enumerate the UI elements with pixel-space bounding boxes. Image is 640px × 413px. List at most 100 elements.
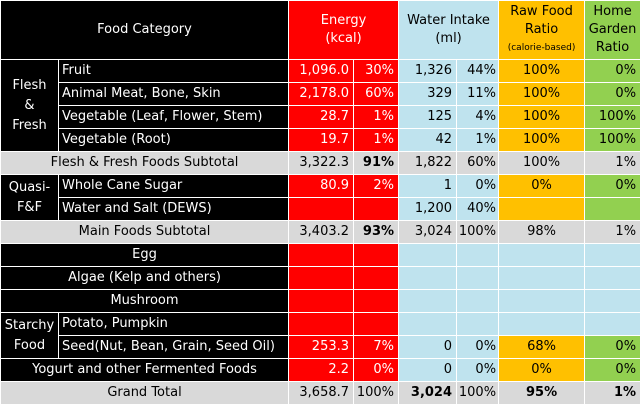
header-home-line1: Home (593, 4, 632, 19)
raw-food-ratio: 100% (498, 105, 586, 129)
subtotal-row: Flesh & Fresh Foods Subtotal 3,322.3 91%… (0, 151, 640, 175)
energy-value (288, 289, 355, 313)
water-value: 42 (398, 128, 458, 152)
raw-food-ratio: 100% (498, 82, 586, 106)
water-value: 1 (398, 174, 458, 198)
table-row: Water and Salt (DEWS) 1,200 40% (1, 197, 640, 221)
home-garden-ratio (584, 197, 640, 221)
energy-value: 19.7 (288, 128, 355, 152)
energy-value (288, 197, 355, 221)
header-raw-line3: (calorie-based) (507, 43, 576, 53)
home-garden-ratio: 0% (584, 358, 640, 382)
water-value (398, 289, 458, 313)
raw-food-ratio: 98% (498, 220, 586, 244)
food-name: Fruit (57, 59, 290, 83)
group-starchy-food: Starchy Food (0, 312, 59, 359)
water-percent: 11% (456, 82, 500, 106)
water-percent: 100% (456, 220, 500, 244)
water-value: 3,024 (398, 381, 458, 405)
raw-food-ratio: 0% (498, 358, 586, 382)
header-raw-line2: Ratio (524, 22, 559, 37)
water-value: 0 (398, 335, 458, 359)
raw-food-ratio: 68% (498, 335, 586, 359)
energy-value: 3,403.2 (288, 220, 355, 244)
energy-value: 253.3 (288, 335, 355, 359)
home-garden-ratio: 0% (584, 82, 640, 106)
food-name: Vegetable (Root) (57, 128, 290, 152)
home-garden-ratio (584, 266, 640, 290)
water-percent: 60% (456, 151, 500, 175)
table-row: Starchy Food Potato, Pumpkin (0, 312, 640, 359)
table-row: Animal Meat, Bone, Skin 2,178.0 60% 329 … (1, 82, 640, 106)
water-value: 1,326 (398, 59, 458, 83)
water-value: 1,200 (398, 197, 458, 221)
header-water: Water Intake (ml) (398, 0, 500, 60)
raw-food-ratio (498, 289, 586, 313)
water-percent: 4% (456, 105, 500, 129)
energy-percent (353, 312, 400, 336)
home-garden-ratio: 0% (584, 174, 640, 198)
header-water-title: Water Intake (407, 13, 490, 28)
energy-percent: 100% (353, 381, 400, 405)
header-home-garden-ratio: Home Garden Ratio (584, 0, 640, 60)
food-name: Water and Salt (DEWS) (57, 197, 290, 221)
group-flesh-fresh: Flesh & Fresh (0, 59, 59, 152)
home-garden-ratio: 1% (584, 151, 640, 175)
table-row: Flesh & Fresh Fruit 1,096.0 30% 1,326 44… (0, 59, 640, 152)
water-value: 125 (398, 105, 458, 129)
raw-food-ratio: 100% (498, 59, 586, 83)
header-home-line2: Garden (588, 22, 637, 37)
water-value: 3,024 (398, 220, 458, 244)
raw-food-ratio: 95% (498, 381, 586, 405)
group-label: Starchy (4, 317, 55, 333)
energy-percent: 1% (353, 128, 400, 152)
energy-value (288, 312, 355, 336)
table-row: Egg (0, 243, 640, 267)
food-name: Algae (Kelp and others) (0, 266, 290, 290)
group-label: Quasi- (8, 179, 51, 195)
energy-value: 3,322.3 (288, 151, 355, 175)
water-value (398, 243, 458, 267)
raw-food-ratio: 0% (498, 174, 586, 198)
header-raw-line1: Raw Food (510, 4, 573, 19)
table-row: Vegetable (Root) 19.7 1% 42 1% 100% 100% (1, 128, 640, 152)
water-percent: 1% (456, 128, 500, 152)
energy-percent: 2% (353, 174, 400, 198)
energy-value: 3,658.7 (288, 381, 355, 405)
group-label: Fresh (12, 117, 47, 133)
energy-percent: 30% (353, 59, 400, 83)
food-name: Whole Cane Sugar (57, 174, 290, 198)
food-name: Yogurt and other Fermented Foods (0, 358, 290, 382)
home-garden-ratio: 1% (584, 220, 640, 244)
subtotal-row: Main Foods Subtotal 3,403.2 93% 3,024 10… (0, 220, 640, 244)
water-value (398, 266, 458, 290)
group-label: & (24, 97, 35, 113)
raw-food-ratio: 100% (498, 128, 586, 152)
food-name: Vegetable (Leaf, Flower, Stem) (57, 105, 290, 129)
home-garden-ratio: 100% (584, 105, 640, 129)
energy-percent (353, 197, 400, 221)
food-name: Mushroom (0, 289, 290, 313)
energy-percent (353, 289, 400, 313)
water-percent: 0% (456, 358, 500, 382)
table-row: Seed(Nut, Bean, Grain, Seed Oil) 253.3 7… (1, 335, 640, 359)
header-home-line3: Ratio (595, 40, 630, 55)
table-row: Mushroom (0, 289, 640, 313)
water-percent: 44% (456, 59, 500, 83)
home-garden-ratio: 0% (584, 335, 640, 359)
header-energy-unit: (kcal) (325, 31, 362, 46)
water-value: 329 (398, 82, 458, 106)
energy-value: 1,096.0 (288, 59, 355, 83)
water-percent: 0% (456, 174, 500, 198)
header-energy-title: Energy (320, 13, 367, 28)
water-value: 1,822 (398, 151, 458, 175)
home-garden-ratio: 100% (584, 128, 640, 152)
raw-food-ratio (498, 197, 586, 221)
energy-value (288, 243, 355, 267)
water-value (398, 312, 458, 336)
energy-percent (353, 243, 400, 267)
group-label: Food (13, 337, 46, 353)
energy-value: 80.9 (288, 174, 355, 198)
energy-percent: 1% (353, 105, 400, 129)
